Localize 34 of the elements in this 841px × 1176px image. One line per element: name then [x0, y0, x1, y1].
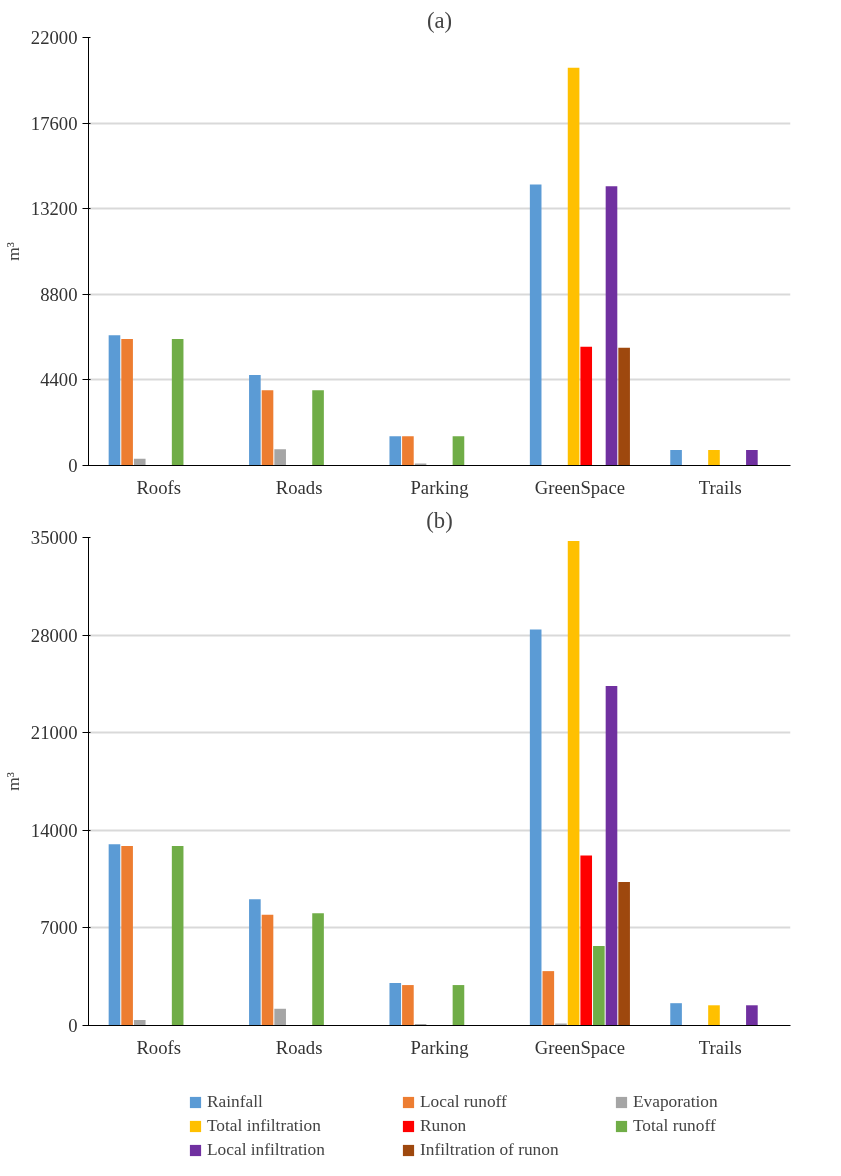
- y-tick-label: 21000: [30, 722, 78, 744]
- x-tick-label: GreenSpace: [534, 476, 625, 498]
- x-tick-label: Trails: [698, 1036, 742, 1058]
- chart-title: (b): [426, 507, 453, 533]
- x-tick-label: Roads: [275, 1036, 323, 1058]
- legend-label: Runon: [420, 1116, 468, 1136]
- y-tick-label: 22000: [30, 27, 78, 48]
- legend-label: Infiltration of runon: [420, 1140, 560, 1160]
- x-tick-label: Roofs: [136, 1036, 181, 1058]
- chart-title: (a): [426, 7, 453, 33]
- y-tick-label: 28000: [30, 624, 78, 646]
- y-tick-label: 35000: [30, 527, 78, 548]
- legend-label: Evaporation: [633, 1092, 719, 1112]
- x-tick-label: Parking: [410, 476, 469, 498]
- legend-label: Total runoff: [633, 1116, 717, 1136]
- x-tick-label: Parking: [410, 1036, 469, 1058]
- legend-label: Local infiltration: [207, 1140, 326, 1160]
- y-tick-label: 8800: [40, 283, 78, 305]
- y-tick-label: 4400: [40, 369, 78, 391]
- x-tick-label: Roads: [275, 476, 323, 498]
- y-axis-title: m³: [3, 242, 23, 261]
- legend-label: Rainfall: [207, 1092, 264, 1112]
- x-tick-label: Trails: [698, 476, 742, 498]
- legend-label: Total infiltration: [207, 1116, 322, 1136]
- x-tick-label: Roofs: [136, 476, 181, 498]
- y-tick-label: 13200: [30, 198, 78, 220]
- y-tick-label: 14000: [30, 819, 78, 841]
- y-axis-title: m³: [3, 772, 23, 791]
- y-tick-label: 7000: [40, 917, 78, 939]
- y-tick-label: 0: [68, 1015, 78, 1036]
- x-tick-label: GreenSpace: [534, 1036, 625, 1058]
- y-tick-label: 17600: [30, 112, 78, 134]
- legend-label: Local runoff: [420, 1092, 508, 1112]
- y-tick-label: 0: [68, 455, 78, 476]
